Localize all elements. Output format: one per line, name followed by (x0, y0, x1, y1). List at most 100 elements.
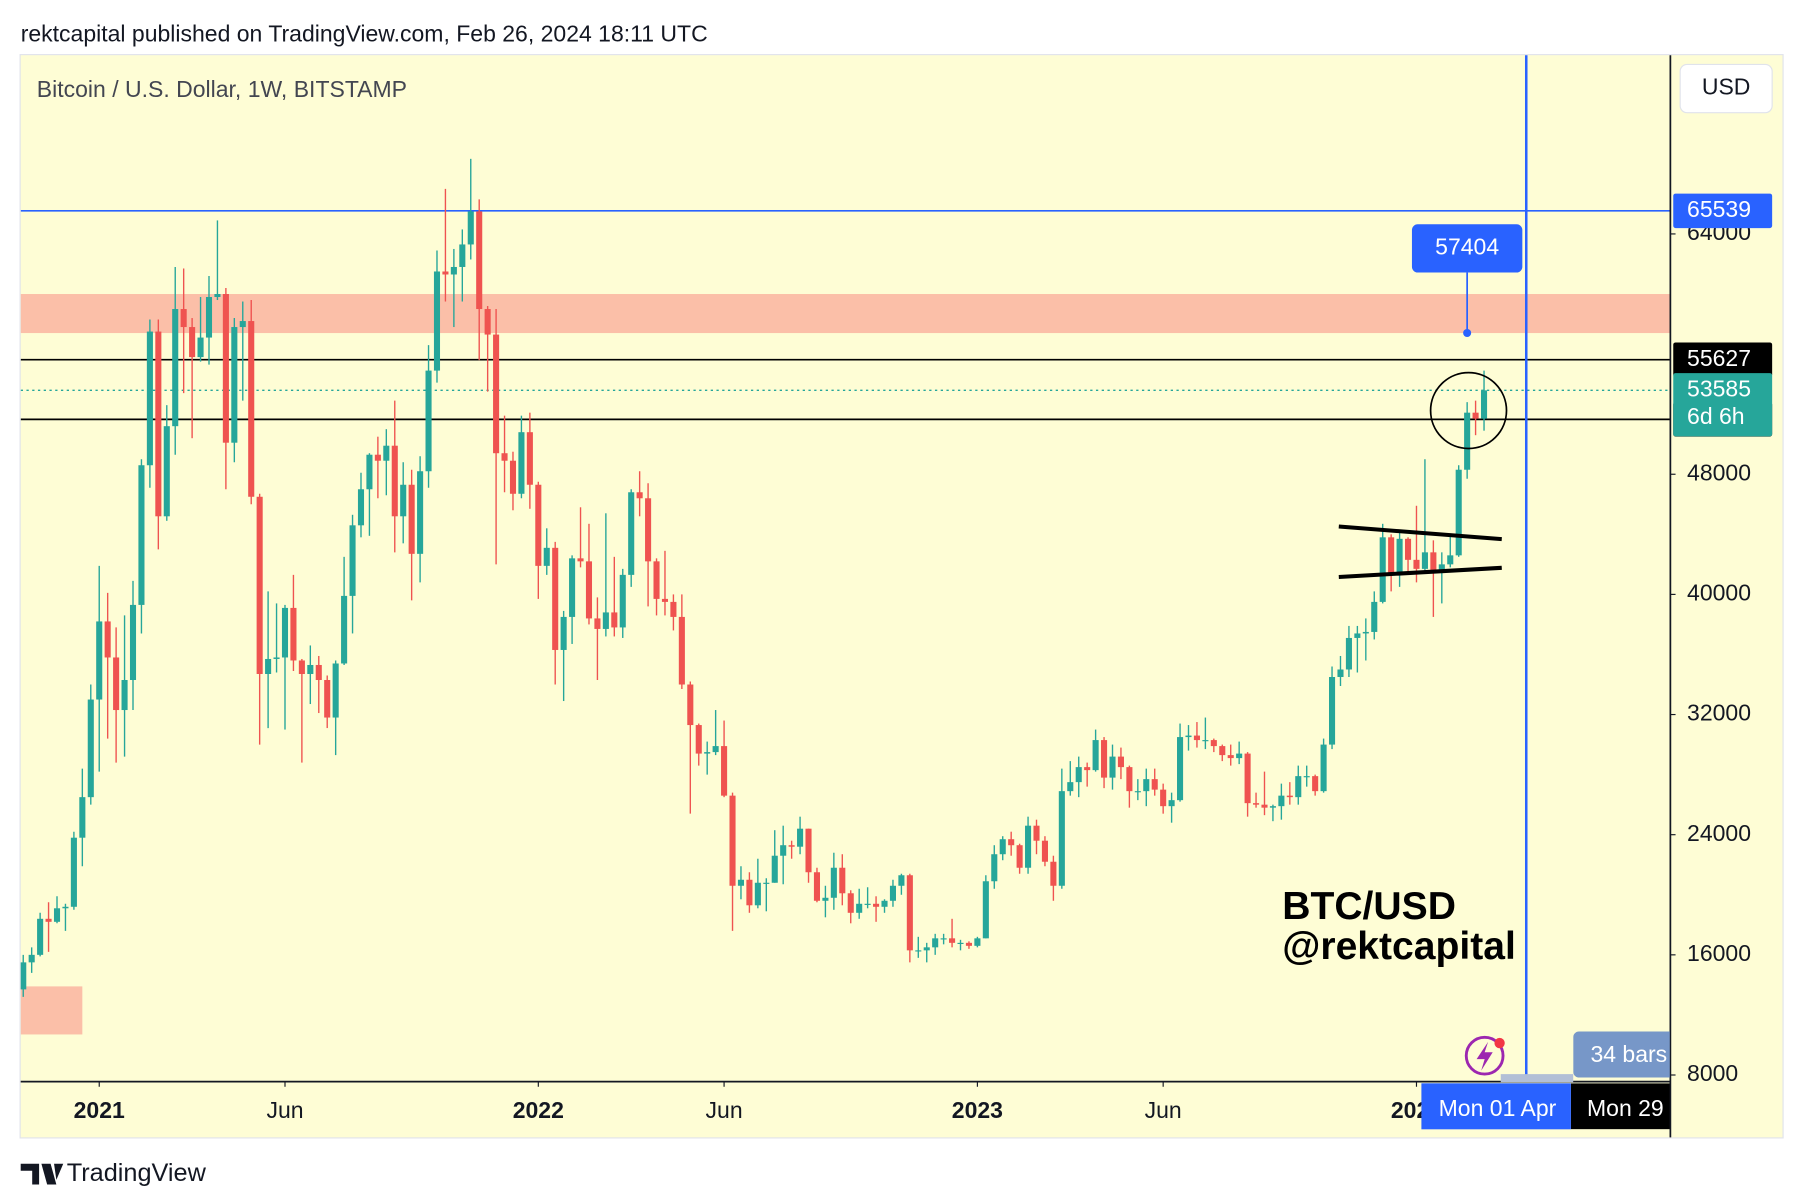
candle-body (1075, 767, 1082, 783)
candle-body (20, 962, 27, 990)
candle-body (721, 746, 728, 796)
candle-body (1320, 744, 1327, 792)
candle-body (822, 897, 829, 901)
candle-body (1430, 552, 1437, 571)
candle-body (1362, 631, 1369, 634)
candle-body (1421, 552, 1428, 569)
candle-body (881, 900, 888, 907)
candle-body (1067, 782, 1074, 792)
candle-body (687, 684, 694, 726)
alert-dot[interactable] (1494, 1037, 1505, 1049)
candle-body (248, 321, 255, 497)
x-tick-label: Jun (706, 1097, 743, 1123)
candle-body (417, 471, 424, 554)
cursor-label: Mon 29 (1587, 1095, 1664, 1121)
candle-body (383, 445, 390, 461)
price-label-box (1673, 193, 1773, 229)
candle-body (62, 906, 69, 909)
candle-body (1329, 676, 1336, 745)
candle-body (670, 601, 677, 617)
candle-body (1117, 756, 1124, 768)
candle-body (349, 525, 356, 596)
watermark: BTC/USD (1282, 885, 1456, 928)
candle-body (155, 331, 162, 517)
candle-body (847, 893, 854, 913)
candle-body (636, 492, 643, 499)
price-label-box (1673, 373, 1773, 437)
bars-box (1573, 1031, 1670, 1078)
cursor-label-box (1570, 1083, 1670, 1130)
candle-body (1396, 538, 1403, 575)
candle-body (1101, 740, 1108, 778)
callout-point (1463, 328, 1472, 338)
candle-body (889, 885, 896, 901)
currency-label[interactable]: USD (1702, 74, 1751, 100)
candle-body (999, 839, 1006, 855)
candle-body (729, 795, 736, 886)
candle-body (712, 746, 719, 753)
y-tick-label: 16000 (1687, 940, 1751, 966)
candle-body (577, 558, 584, 562)
candle-body (189, 327, 196, 358)
x-tick-label: Jun (266, 1097, 303, 1123)
callout-box (1411, 224, 1523, 273)
candle-body (332, 663, 339, 718)
candle-body (923, 947, 930, 951)
alert-icon[interactable] (1464, 1035, 1505, 1076)
candle-body (1278, 795, 1285, 807)
candle-body (1253, 803, 1260, 805)
candle-body (957, 942, 964, 944)
candle-body (484, 309, 491, 335)
candle-body (1092, 740, 1099, 771)
candle-body (737, 879, 745, 886)
candle-body (1413, 559, 1420, 569)
candle-body (1134, 791, 1141, 793)
candle-body (467, 211, 474, 245)
candle-body (1447, 555, 1454, 565)
candle-body (1126, 767, 1133, 792)
candle-body (214, 294, 221, 298)
candle-body (121, 680, 128, 711)
candle-body (754, 882, 761, 906)
candle-body (1151, 779, 1158, 790)
candle-body (932, 938, 939, 948)
candle-body (239, 321, 246, 328)
price-zone (20, 986, 83, 1035)
candle-body (1210, 740, 1217, 747)
candle-body (197, 337, 204, 358)
price-label-box (1673, 342, 1773, 377)
candle-body (290, 607, 297, 661)
currency-button[interactable] (1679, 63, 1773, 114)
candle-body (982, 881, 989, 939)
alert-ring[interactable] (1464, 1035, 1505, 1076)
candle-body (991, 854, 998, 882)
candle-body (400, 484, 407, 517)
candle-body (1464, 412, 1471, 470)
candle-body (780, 845, 787, 856)
price-label: 55627 (1687, 345, 1751, 371)
candle-body (1404, 538, 1412, 560)
candle-body (535, 484, 542, 566)
candle-body (805, 828, 812, 873)
candle-body (678, 616, 685, 685)
price-label: 65539 (1687, 196, 1751, 222)
candle-body (315, 664, 322, 681)
candle-body (180, 309, 187, 328)
candle-body (307, 664, 314, 674)
candle-body (1193, 735, 1200, 741)
alert-bolt[interactable] (1476, 1041, 1493, 1071)
candle-body (1219, 746, 1226, 756)
candle-body (1438, 564, 1445, 571)
candle-body (1236, 753, 1243, 759)
bars-label: 34 bars (1590, 1041, 1667, 1067)
candle-body (53, 908, 61, 922)
bars-label-group: 34 bars (1573, 1031, 1670, 1078)
candle-body (645, 498, 652, 562)
candle-body (1058, 791, 1065, 886)
candle-body (1084, 767, 1091, 771)
candle-body (87, 699, 94, 798)
candle-body (1185, 735, 1192, 738)
candle-body (341, 595, 348, 664)
